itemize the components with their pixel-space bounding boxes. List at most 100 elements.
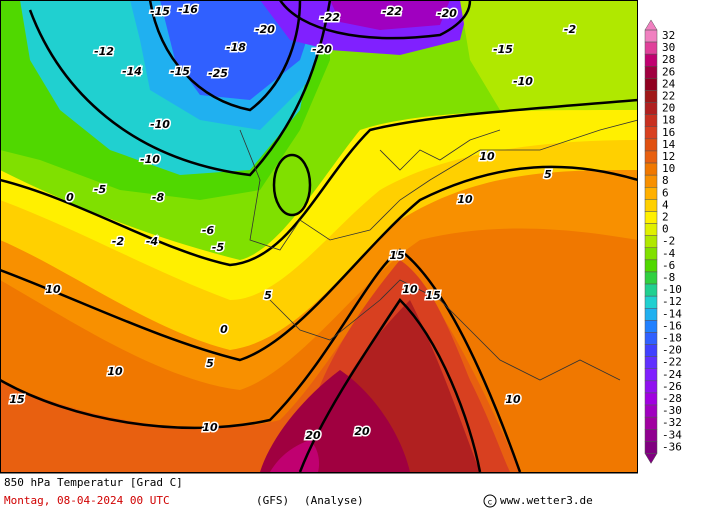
colorbar-swatch (644, 308, 658, 321)
contour-label: 10 (45, 283, 61, 296)
contour-label: -2 (112, 235, 125, 248)
colorbar-label: 16 (662, 126, 675, 139)
contours (0, 0, 638, 472)
map-title: 850 hPa Temperatur [Grad C] (4, 476, 183, 489)
colorbar-swatch (644, 247, 658, 261)
colorbar-swatch (644, 429, 658, 442)
colorbar-label: 28 (662, 53, 675, 66)
contour-label: 10 (402, 283, 418, 296)
colorbar-swatch (644, 78, 658, 91)
contour-line (0, 165, 638, 362)
colorbar-swatch (644, 344, 658, 357)
colorbar-label: -28 (662, 392, 682, 405)
colorbar-swatch (644, 380, 658, 394)
contour-label: 15 (389, 249, 405, 262)
contour-label: -15 (170, 65, 190, 78)
contour-label: 0 (66, 191, 74, 204)
colorbar-swatch (644, 392, 658, 406)
colorbar-label: 22 (662, 90, 675, 103)
model-name: (GFS) (256, 494, 289, 507)
colorbar-label: -18 (662, 332, 682, 345)
contour-label: -10 (140, 153, 160, 166)
contour-label: 10 (505, 393, 521, 406)
colorbar-label: -32 (662, 416, 682, 429)
contour-labels: -15 -16-20-22 -22 -20-15-10-2-20-18-25-15-1… (8, 2, 578, 444)
contour-label: 0 (220, 323, 228, 336)
contour-label: -16 (178, 3, 198, 16)
colorbar-swatch (644, 66, 658, 79)
colorbar-swatch (644, 416, 658, 430)
colorbar-label: -6 (662, 259, 675, 272)
contour-label: 10 (479, 150, 495, 163)
contour-label: -22 (320, 11, 340, 24)
colorbar-label: 0 (662, 223, 669, 236)
contour-line (0, 248, 522, 472)
contour-label: 15 (425, 289, 441, 302)
colorbar-label: -34 (662, 428, 682, 441)
colorbar-swatch (644, 295, 658, 309)
contour-line (278, 0, 472, 40)
colorbar-swatch (644, 199, 658, 212)
contour-label: -2 (564, 23, 577, 36)
colorbar-swatch (644, 29, 658, 43)
contour-label: -4 (146, 235, 158, 248)
region-mild (460, 0, 638, 120)
colorbar-label: -14 (662, 307, 682, 320)
contour-label: 5 (264, 289, 272, 302)
coastline (269, 279, 621, 381)
region-hot (270, 440, 320, 472)
map: -15 -16-20-22 -22 -20-15-10-2-20-18-25-15-1… (0, 0, 638, 472)
contour-line (148, 0, 302, 112)
colorbar-label: -36 (662, 440, 682, 453)
colorbar-label: -4 (662, 247, 676, 260)
colorbar-swatch (644, 283, 658, 297)
contour-line (298, 298, 482, 472)
contour-label: -10 (150, 118, 170, 131)
colorbar-swatch (644, 90, 658, 103)
colorbar-swatch (644, 356, 658, 369)
colorbar-label: 20 (662, 102, 675, 115)
colorbar-swatch (644, 41, 658, 55)
contour-label: -20 (437, 7, 457, 20)
contour-label: -15 (150, 5, 170, 18)
colorbar-arrow-top (644, 19, 658, 31)
contour-label: 15 (9, 393, 25, 406)
colorbar-label: -16 (662, 319, 682, 332)
colorbar-swatch (644, 235, 658, 248)
colorbar-swatch (644, 211, 658, 224)
colorbar-swatch (644, 162, 658, 176)
colorbar-label: -20 (662, 344, 682, 357)
colorbar-swatch (644, 259, 658, 273)
copyright-icon (483, 494, 497, 508)
colorbar-swatch (644, 150, 658, 164)
colorbar-swatch (644, 271, 658, 285)
contour-line (0, 98, 638, 267)
colorbar-label: 4 (662, 198, 669, 211)
contour-label: -5 (212, 241, 225, 254)
colorbar-label: -8 (662, 271, 675, 284)
colorbar-label: -26 (662, 380, 682, 393)
colorbar-swatch (644, 126, 658, 140)
colorbar-label: 26 (662, 65, 675, 78)
colorbar-swatch (644, 441, 658, 454)
valid-date: Montag, 08-04-2024 00 UTC (4, 494, 170, 507)
run-type: (Analyse) (304, 494, 364, 507)
colorbar-label: 24 (662, 77, 676, 90)
contour-label: -6 (202, 224, 215, 237)
coastline (379, 129, 501, 171)
contour-label: 5 (206, 357, 214, 370)
contour-label: -8 (152, 191, 165, 204)
colorbar-label: -30 (662, 404, 682, 417)
contour-line (28, 0, 332, 177)
colorbar-label: 12 (662, 150, 675, 163)
region-cold (330, 0, 450, 30)
colorbar-label: 10 (662, 162, 675, 175)
contour-label: -10 (513, 75, 533, 88)
colorbar-swatch (644, 138, 658, 152)
colorbar-label: 8 (662, 174, 669, 187)
coastline (239, 119, 638, 251)
coastlines (239, 119, 638, 381)
colorbar-swatch (644, 114, 658, 128)
colorbar-swatch (644, 102, 658, 115)
